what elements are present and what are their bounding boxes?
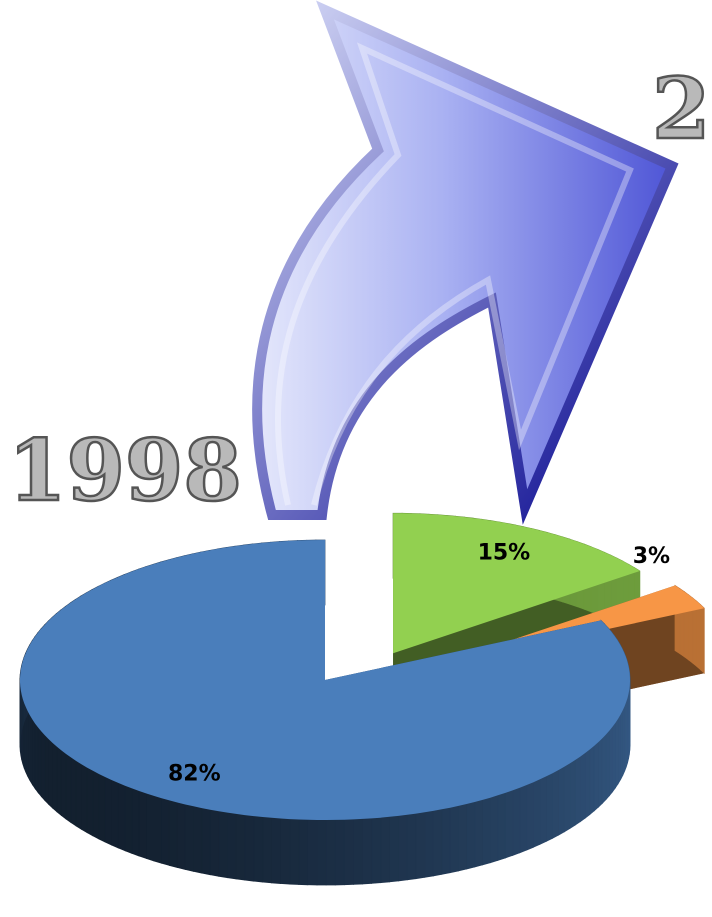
pie-slice-edge [546, 772, 554, 842]
pie-slice-edge [441, 807, 451, 875]
pie-slice-edge [60, 749, 67, 820]
pie-slice-edge [86, 766, 94, 837]
pie-slice-edge [406, 813, 417, 881]
pie-slice-edge [44, 734, 49, 806]
pie-slice-edge [184, 803, 194, 872]
pie-slice-edge [316, 819, 327, 886]
pie-slice-edge [131, 787, 140, 857]
pie-slice-edge [34, 722, 39, 794]
pie-slice-edge [466, 801, 476, 870]
pie-slice-edge [539, 775, 547, 845]
pie-slice-edge [70, 756, 77, 827]
pie-slice-edge [458, 803, 468, 872]
pie-slice-edge [65, 753, 72, 824]
pie-slice-edge [504, 789, 514, 859]
pie-slice-edge [48, 738, 53, 809]
pie-slice-edge [362, 817, 373, 885]
pie-slice-edge [584, 748, 591, 819]
pie-slice-edge [32, 718, 36, 790]
year-label: 2 [652, 59, 710, 158]
pie-slice-edge [262, 816, 272, 884]
arrow [252, 0, 679, 525]
pie-slice-edge [563, 762, 571, 833]
pie-slice-edge [598, 737, 603, 808]
pie-slice-edge [92, 770, 100, 840]
pie-slice-edge [138, 790, 147, 860]
data-label: 82% [168, 762, 221, 787]
pie-slice-edge [209, 809, 220, 877]
pie-slice-edge [519, 784, 528, 854]
pie-slice-edge [497, 792, 506, 861]
pie-slice-edge [533, 778, 541, 848]
pie-slice-edge [398, 814, 408, 882]
pie-slice [20, 540, 630, 820]
pie-slice-edge [98, 773, 106, 843]
pie-slice-edge [512, 787, 521, 856]
pie-slice-edge [124, 785, 133, 854]
pie-slice-edge [574, 755, 581, 826]
pie-slice-edge [612, 721, 616, 793]
pie-slice-edge [280, 818, 291, 885]
pie-slice-edge [552, 769, 559, 839]
pie-slice-edge [117, 782, 126, 852]
pie-slice-edge [371, 817, 382, 884]
data-label: 15% [478, 541, 531, 566]
pie-slice-edge [593, 741, 599, 812]
pie-slice-edge [153, 795, 162, 864]
pie-slice [393, 513, 640, 654]
pie-slice-edge [696, 600, 702, 671]
pie-slice-edge [271, 817, 281, 884]
arrow-highlight [274, 42, 634, 506]
pie-slice-edge [605, 729, 610, 801]
pie-slice-edge [235, 813, 246, 881]
pie-slice-edge [253, 815, 264, 883]
pie-slice-edge [343, 818, 354, 886]
pie-slice-edge [244, 814, 255, 882]
pie-slice-edge [193, 805, 203, 874]
pie-slice-edge [558, 766, 565, 836]
pie-slice-edge [415, 811, 426, 880]
pie-slice-edge [424, 810, 434, 878]
pie-slice-edge [52, 742, 58, 813]
pie-slice-edge [40, 730, 46, 802]
pie-slice-edge [432, 808, 443, 877]
pie-slice-edge [226, 812, 237, 880]
pie-slice-edge [482, 797, 491, 866]
pie-slice-edge [489, 794, 499, 864]
pie-slice-edge [579, 752, 586, 823]
pie-slice-edge [526, 781, 534, 851]
pie-slice-edge [353, 818, 363, 885]
pie-slice-edge [589, 744, 595, 816]
data-label: 3% [633, 544, 670, 569]
pie-slice-edge [449, 805, 459, 874]
pie-slice-edge [289, 818, 300, 885]
pie-slice-edge [104, 776, 112, 846]
pie-slice-edge [56, 745, 62, 817]
pie-slice-edge [218, 810, 228, 879]
year-label: 1998 [8, 421, 242, 520]
pie-slice-edge [201, 807, 211, 876]
pie-slice-edge [474, 799, 483, 868]
pie-slice-edge [161, 797, 170, 866]
pie: 15% 3% 82% [19, 512, 705, 886]
pie-slice-edge [380, 816, 390, 884]
pie-slice-edge [146, 792, 155, 862]
pie-slice-edge [75, 760, 82, 830]
pie-slice-edge [334, 819, 345, 886]
pie-slice-edge [176, 801, 186, 870]
pie-slice-edge [601, 733, 607, 805]
pie-slice-edge [81, 763, 88, 834]
pie-slice-edge [700, 603, 705, 675]
pie-slice-edge [389, 815, 399, 883]
pie-slice-edge [609, 725, 614, 797]
pie-slice-edge [325, 819, 336, 886]
pie-slice-edge [569, 759, 576, 830]
pie-slice-edge [37, 726, 42, 798]
pie-slice-group [19, 539, 631, 886]
pie-slice-edge [307, 819, 318, 886]
pie-slice-edge [111, 779, 119, 849]
pie-slice-edge [168, 799, 178, 869]
pie-slice-edge [298, 819, 309, 886]
